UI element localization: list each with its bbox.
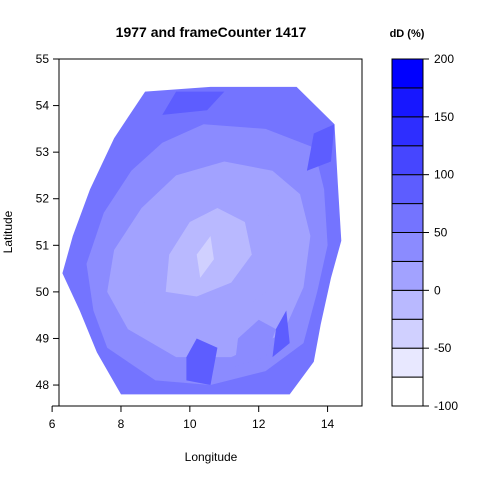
legend-bin: [391, 58, 424, 89]
plot-area: [58, 58, 363, 407]
legend-tick-label: -50: [434, 341, 452, 355]
contour-region-9: [162, 91, 225, 115]
y-axis: 48 49 50 51 52 53 54 55: [36, 52, 59, 392]
legend-title: dD (%): [390, 28, 425, 40]
x-axis-label: Longitude: [185, 450, 238, 464]
legend-bin: [391, 232, 424, 262]
contour-region-5: [196, 236, 214, 278]
x-axis: 6 8 10 12 14: [49, 405, 335, 431]
y-tick-label: 50: [36, 285, 50, 299]
legend-bin: [391, 174, 424, 205]
color-legend: dD (%) 200 150 100 50 0 -50 -100: [390, 28, 459, 413]
legend-tick-label: 100: [434, 168, 454, 182]
contour-region-7: [272, 310, 290, 358]
chart-title: 1977 and frameCounter 1417: [116, 24, 307, 40]
y-axis-label: Latitude: [1, 210, 15, 253]
legend-bin: [391, 318, 424, 349]
legend-tick-label: 150: [434, 110, 454, 124]
legend-tick-label: -100: [434, 399, 458, 413]
x-tick-label: 12: [252, 417, 266, 431]
contour-layer: [62, 86, 342, 395]
y-tick-label: 54: [36, 99, 50, 113]
legend-bin: [391, 203, 424, 233]
legend-bin: [391, 87, 424, 118]
x-tick-label: 6: [49, 417, 56, 431]
legend-tick-label: 200: [434, 52, 454, 66]
contour-region-8: [306, 124, 335, 171]
y-tick-label: 49: [36, 331, 50, 345]
legend-bin: [391, 145, 424, 176]
legend-bin: [391, 347, 424, 378]
legend-bin: [391, 260, 424, 291]
y-tick-label: 55: [36, 52, 50, 66]
legend-bin: [391, 289, 424, 320]
x-tick-label: 10: [183, 417, 197, 431]
legend-bins: [391, 58, 424, 407]
y-tick-label: 53: [36, 145, 50, 159]
x-tick-label: 14: [321, 417, 335, 431]
y-tick-label: 48: [36, 378, 50, 392]
legend-tick-label: 0: [434, 283, 441, 297]
contour-region-10: [186, 338, 218, 385]
x-tick-label: 8: [118, 417, 125, 431]
y-tick-label: 51: [36, 238, 50, 252]
legend-bin: [391, 116, 424, 147]
legend-tick-label: 50: [434, 226, 448, 240]
contour-region-6: [234, 319, 276, 367]
legend-bin: [391, 376, 424, 407]
y-tick-label: 52: [36, 192, 50, 206]
legend-ticks: 200 150 100 50 0 -50 -100: [423, 52, 458, 413]
